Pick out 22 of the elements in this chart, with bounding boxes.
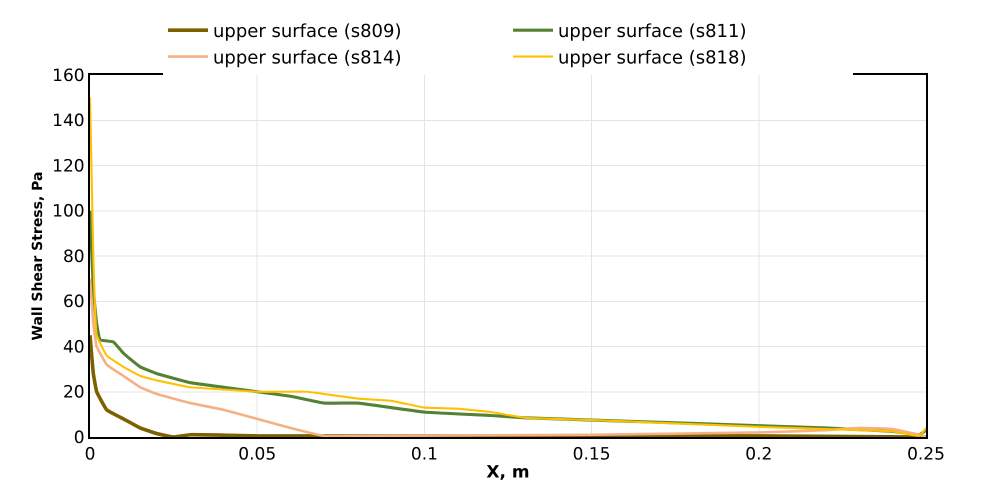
legend-label: upper surface (s809) (213, 21, 402, 42)
line-series (90, 96, 926, 437)
y-tick-label: 160 (52, 66, 85, 86)
x-tick-label: 0.1 (410, 444, 438, 464)
y-axis-title: Wall Shear Stress, Pa (30, 172, 46, 340)
x-tick-label: 0.25 (907, 444, 945, 464)
x-tick-label: 0.15 (572, 444, 611, 464)
y-tick-label: 120 (52, 156, 85, 176)
y-tick-label: 20 (62, 382, 85, 403)
legend-label: upper surface (s811) (558, 21, 746, 42)
legend-label: upper surface (s814) (213, 48, 402, 69)
x-tick-label: 0.05 (238, 444, 276, 464)
y-tick-label: 100 (52, 202, 85, 222)
y-tick-label: 40 (62, 337, 85, 358)
y-tick-label: 80 (62, 246, 85, 267)
x-tick-label: 0.2 (745, 444, 772, 464)
line-series (90, 277, 926, 437)
y-tick-label: 140 (52, 111, 85, 132)
x-axis-title: X, m (486, 462, 530, 482)
y-tick-label: 0 (74, 428, 85, 448)
legend-label: upper surface (s818) (558, 48, 746, 69)
y-tick-label: 60 (62, 292, 85, 312)
